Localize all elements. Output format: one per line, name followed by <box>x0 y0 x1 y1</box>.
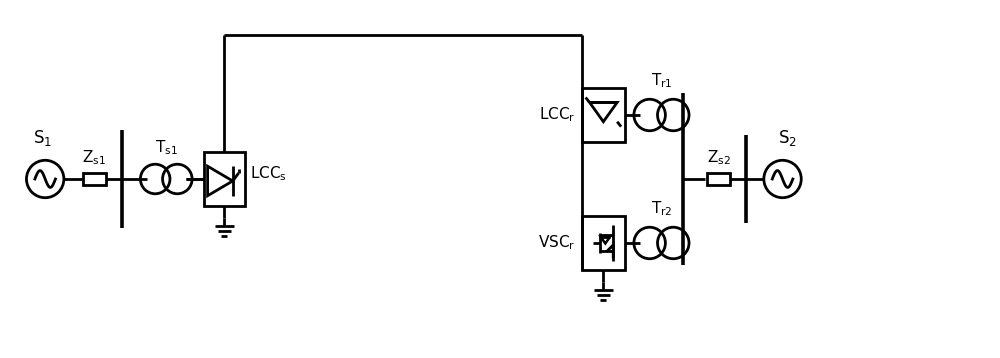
Text: $\mathrm{T_{r1}}$: $\mathrm{T_{r1}}$ <box>651 72 672 91</box>
Text: $\mathrm{Z_{s1}}$: $\mathrm{Z_{s1}}$ <box>82 149 106 167</box>
Bar <box>707 173 730 185</box>
Bar <box>582 216 625 270</box>
Text: $\mathrm{VSC_r}$: $\mathrm{VSC_r}$ <box>538 234 576 252</box>
Text: $\mathrm{T_{r2}}$: $\mathrm{T_{r2}}$ <box>651 200 672 218</box>
Bar <box>83 173 106 185</box>
Text: $\mathrm{S_1}$: $\mathrm{S_1}$ <box>33 129 52 149</box>
Text: $\mathrm{S_2}$: $\mathrm{S_2}$ <box>778 129 797 149</box>
Text: $\mathrm{LCC_s}$: $\mathrm{LCC_s}$ <box>250 165 287 183</box>
Bar <box>582 88 625 142</box>
Text: $\mathrm{T_{s1}}$: $\mathrm{T_{s1}}$ <box>155 139 178 158</box>
Bar <box>204 152 245 206</box>
Text: $\mathrm{LCC_r}$: $\mathrm{LCC_r}$ <box>539 106 576 124</box>
Text: $\mathrm{Z_{s2}}$: $\mathrm{Z_{s2}}$ <box>707 149 730 167</box>
